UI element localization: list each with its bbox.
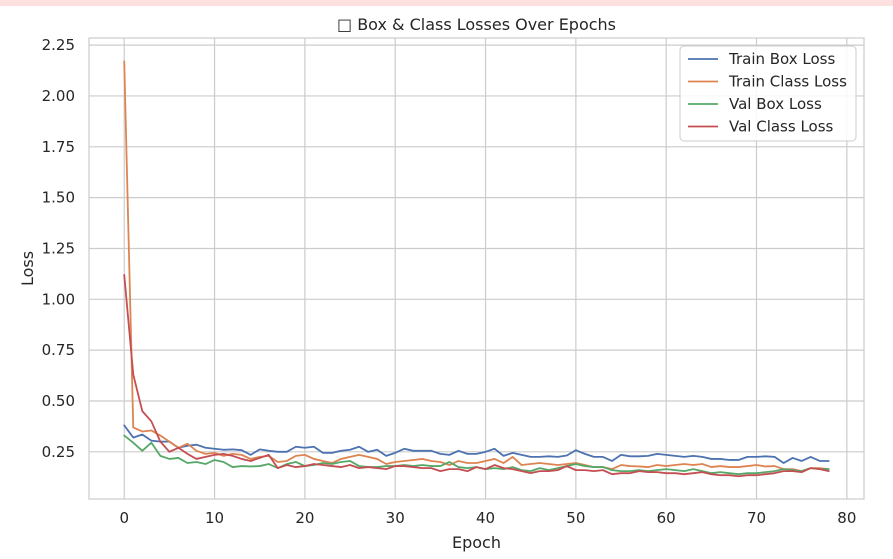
x-tick-label: 20 — [295, 509, 314, 527]
legend-items: Train Box Loss Train Class Loss Val Box Lo… — [688, 50, 847, 136]
legend-label: Train Box Loss — [728, 50, 835, 68]
series-line-4 — [123, 274, 830, 478]
chart-title: □ Box & Class Losses Over Epochs — [337, 15, 616, 34]
grid — [89, 38, 864, 499]
x-tick-label: 40 — [476, 509, 495, 527]
y-tick-label: 2.25 — [42, 36, 75, 54]
legend-box — [679, 45, 857, 142]
plot-frame — [88, 37, 865, 500]
x-tick-label: 0 — [119, 509, 129, 527]
x-tick-label: 80 — [837, 509, 856, 527]
x-tick-label: 30 — [386, 509, 405, 527]
y-tick-label: 2.00 — [42, 87, 75, 105]
x-tick-label: 70 — [747, 509, 766, 527]
y-tick-label: 0.25 — [42, 443, 75, 461]
top-strip — [0, 0, 893, 6]
series-layer — [123, 60, 830, 478]
y-tick-label: 1.25 — [42, 239, 75, 257]
legend-label: Val Box Loss — [729, 95, 822, 113]
x-axis-label: Epoch — [452, 533, 501, 552]
y-tick-label: 1.75 — [42, 138, 75, 156]
legend-label: Train Class Loss — [728, 73, 847, 91]
series-line-2 — [123, 60, 830, 473]
y-axis-label: Loss — [18, 251, 37, 286]
tick-labels: 0 10 20 30 40 50 60 70 80 0.25 0.50 0.75 1.00 1.25 1.5… — [42, 36, 857, 527]
legend-label: Val Class Loss — [729, 118, 834, 136]
x-tick-label: 50 — [566, 509, 585, 527]
x-tick-label: 10 — [205, 509, 224, 527]
y-tick-label: 0.50 — [42, 392, 75, 410]
series-line-1 — [123, 424, 830, 464]
x-tick-label: 60 — [657, 509, 676, 527]
y-tick-label: 1.50 — [42, 189, 75, 207]
y-tick-label: 0.75 — [42, 341, 75, 359]
y-tick-label: 1.00 — [42, 290, 75, 308]
legend: Train Box Loss Train Class Loss Val Box Lo… — [679, 45, 857, 142]
